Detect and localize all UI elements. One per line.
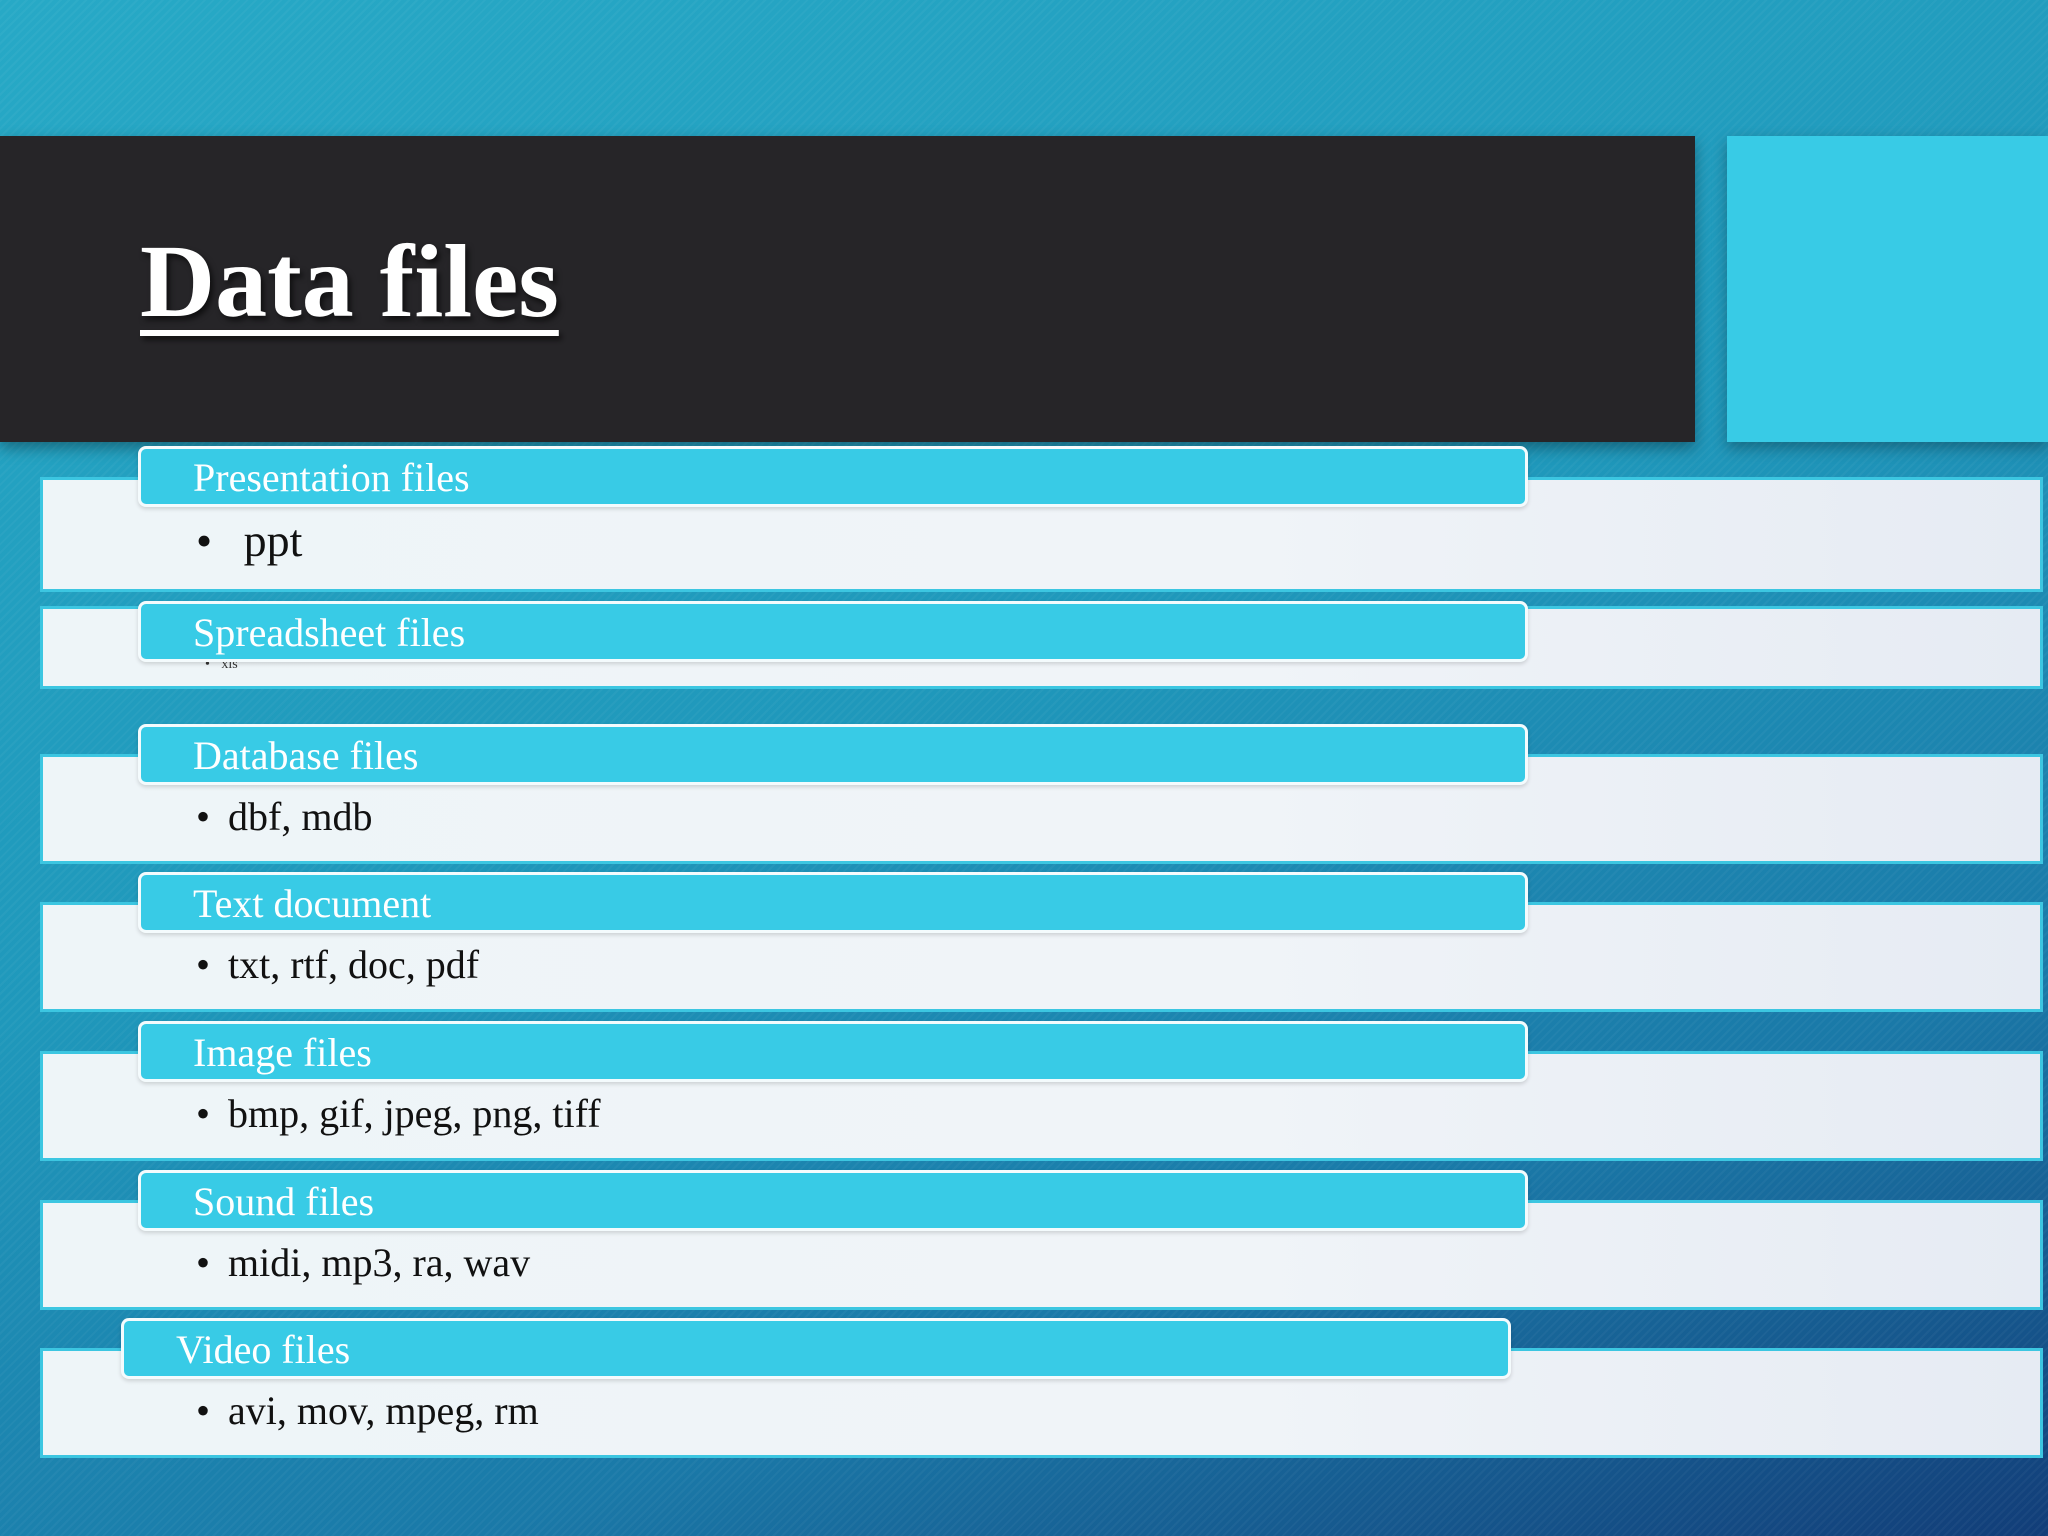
bullet-icon: • [196,515,213,566]
item-header-image: Image files [138,1021,1528,1082]
bullet-icon: • [205,657,210,672]
item-header-label: Presentation files [193,455,470,500]
item-text: bmp, gif, jpeg, png, tiff [228,1091,601,1136]
item-header-label: Spreadsheet files [193,610,466,655]
list-item-image: • bmp, gif, jpeg, png, tiff [196,1094,601,1134]
list-item-sound: • midi, mp3, ra, wav [196,1243,530,1283]
item-header-label: Text document [193,881,432,926]
accent-box [1727,136,2048,442]
list-item-text-document: • txt, rtf, doc, pdf [196,945,479,985]
item-text: midi, mp3, ra, wav [228,1240,531,1285]
item-header-label: Database files [193,733,419,778]
list-item-video: • avi, mov, mpeg, rm [196,1391,539,1431]
bullet-icon: • [196,1240,211,1285]
item-header-text-document: Text document [138,872,1528,933]
item-text: avi, mov, mpeg, rm [228,1388,539,1433]
item-header-spreadsheet: Spreadsheet files [138,601,1528,662]
item-header-video: Video files [121,1318,1511,1379]
slide-title: Data files [140,224,559,339]
item-header-sound: Sound files [138,1170,1528,1231]
list-item-database: • dbf, mdb [196,797,372,837]
item-header-label: Sound files [193,1179,375,1224]
item-header-presentation: Presentation files [138,446,1528,507]
item-header-database: Database files [138,724,1528,785]
bullet-icon: • [196,1388,211,1433]
bullet-icon: • [196,794,211,839]
item-text: dbf, mdb [228,794,373,839]
bullet-icon: • [196,1091,211,1136]
item-header-label: Image files [193,1030,372,1075]
item-text: ppt [243,515,303,566]
item-header-label: Video files [176,1327,351,1372]
title-bar [0,136,1695,442]
list-item-presentation: • ppt [196,518,302,564]
bullet-icon: • [196,942,211,987]
item-text: txt, rtf, doc, pdf [228,942,480,987]
